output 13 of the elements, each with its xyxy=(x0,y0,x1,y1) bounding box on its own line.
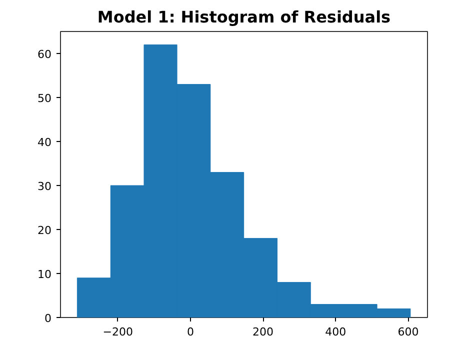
x-tick-label: 400 xyxy=(325,326,346,338)
y-tick-label: 50 xyxy=(38,92,52,105)
x-tick-label: −200 xyxy=(102,326,133,338)
x-tick-label: 600 xyxy=(398,326,419,338)
y-tick-label: 0 xyxy=(44,312,52,325)
y-tick-label: 40 xyxy=(38,136,52,149)
x-tick-label: 0 xyxy=(186,326,194,338)
x-tick-label: 200 xyxy=(252,326,274,338)
chart-title: Model 1: Histogram of Residuals xyxy=(97,8,391,26)
y-tick-label: 60 xyxy=(38,48,52,61)
y-tick-label: 10 xyxy=(38,268,52,281)
y-tick-label: 20 xyxy=(38,224,52,237)
y-tick-label: 30 xyxy=(38,180,52,193)
